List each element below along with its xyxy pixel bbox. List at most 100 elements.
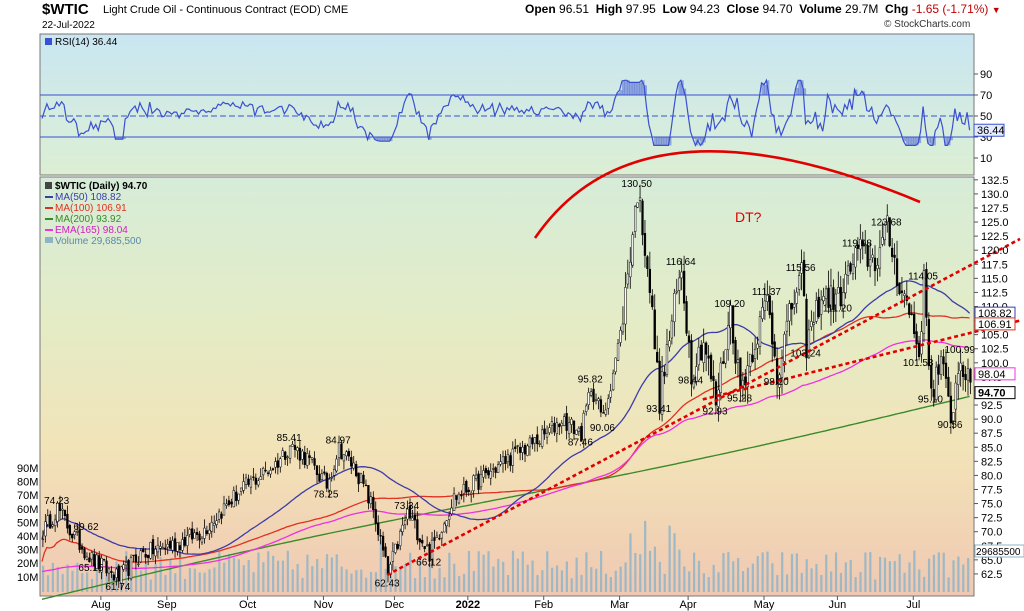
volume-bar xyxy=(702,573,705,592)
candle xyxy=(886,204,889,233)
candle-body xyxy=(472,475,475,491)
right-label-box-volume xyxy=(974,544,1024,558)
candle xyxy=(548,423,551,436)
candle xyxy=(607,394,610,415)
volume-bar xyxy=(379,539,382,592)
candle xyxy=(648,251,651,304)
candle-body xyxy=(834,293,837,312)
volume-bar xyxy=(614,570,617,592)
candle xyxy=(161,542,164,549)
pivot-label: 92.93 xyxy=(703,407,728,418)
candle-body xyxy=(225,503,228,506)
pivot-label: 98.44 xyxy=(678,376,703,387)
pivot-label: 93.41 xyxy=(646,404,671,415)
candle xyxy=(425,536,429,547)
rsi-oversold-fill xyxy=(947,137,951,146)
candle-body xyxy=(112,574,116,581)
candle xyxy=(859,224,862,264)
candle-body xyxy=(961,365,965,377)
candle xyxy=(274,457,277,474)
candle-body xyxy=(369,496,372,505)
candle-body xyxy=(903,293,906,296)
volume-bar xyxy=(276,560,280,592)
candle xyxy=(120,565,123,590)
volume-bar xyxy=(46,575,50,592)
candle-body xyxy=(120,566,123,584)
candle xyxy=(227,495,231,507)
candle xyxy=(536,426,539,452)
right-label-ema165: 98.04 xyxy=(978,369,1006,381)
candle-body xyxy=(829,285,833,310)
volume-bar xyxy=(399,569,402,592)
candle-body xyxy=(49,514,52,529)
candle xyxy=(969,367,972,395)
volume-bar xyxy=(423,577,426,592)
price-tick-label: 112.5 xyxy=(981,287,1008,299)
rsi-overbought-fill xyxy=(861,91,865,95)
candle-body xyxy=(668,340,671,348)
candle xyxy=(641,198,644,246)
candle-body xyxy=(303,452,306,465)
volume-bar xyxy=(218,550,221,592)
candle xyxy=(315,465,319,484)
candle xyxy=(122,560,125,572)
price-tick-label: 90.0 xyxy=(981,414,1002,426)
candle-body xyxy=(634,206,637,232)
volume-bar xyxy=(497,558,500,592)
candle-body xyxy=(656,351,659,363)
candle-body xyxy=(244,477,248,485)
candle xyxy=(761,297,764,322)
x-tick-label: Oct xyxy=(239,599,256,611)
volume-bar xyxy=(839,572,843,592)
volume-bar xyxy=(600,550,603,592)
candle-body xyxy=(558,423,561,428)
candle-body xyxy=(859,239,862,250)
candle xyxy=(609,383,612,403)
volume-bar xyxy=(340,566,343,592)
candle-body xyxy=(570,418,573,425)
candle xyxy=(154,545,157,564)
candle-body xyxy=(932,389,935,397)
open-label: Open xyxy=(525,2,556,16)
volume-bar xyxy=(477,551,480,592)
candle xyxy=(937,354,940,385)
candle-body xyxy=(599,399,603,413)
candle-body xyxy=(332,469,336,476)
candle-body xyxy=(154,548,157,557)
candle-body xyxy=(560,422,563,427)
candle-body xyxy=(528,437,532,448)
candle-body xyxy=(455,495,458,500)
candle xyxy=(222,495,226,516)
candle-body xyxy=(274,461,277,468)
candle-body xyxy=(501,456,505,464)
candle xyxy=(345,450,348,461)
rsi-overbought-fill xyxy=(639,82,643,95)
volume-bar xyxy=(330,557,333,592)
pivot-label: 98.20 xyxy=(764,377,789,388)
candle xyxy=(467,486,470,497)
candle xyxy=(514,438,517,453)
price-legend-title: $WTIC (Daily) 94.70 xyxy=(55,181,148,192)
candle-body xyxy=(734,340,737,364)
volume-bar xyxy=(418,556,422,592)
volume-bar xyxy=(668,525,671,592)
candle-body xyxy=(242,481,245,491)
pivot-label: 115.56 xyxy=(786,263,816,274)
candle xyxy=(323,465,326,476)
volume-bar xyxy=(61,573,64,592)
volume-bar xyxy=(619,566,622,592)
candle xyxy=(93,548,96,571)
candle-body xyxy=(629,261,632,278)
candle-body xyxy=(802,259,806,296)
candle xyxy=(80,543,84,554)
candle xyxy=(864,230,867,254)
candle xyxy=(445,520,448,534)
price-tick-label: 70.0 xyxy=(981,527,1002,539)
candle xyxy=(697,337,700,371)
candle xyxy=(575,429,578,436)
candle-body xyxy=(506,454,510,463)
candle xyxy=(682,255,686,311)
candle xyxy=(604,402,607,417)
candle xyxy=(191,521,194,544)
candle xyxy=(560,419,563,434)
